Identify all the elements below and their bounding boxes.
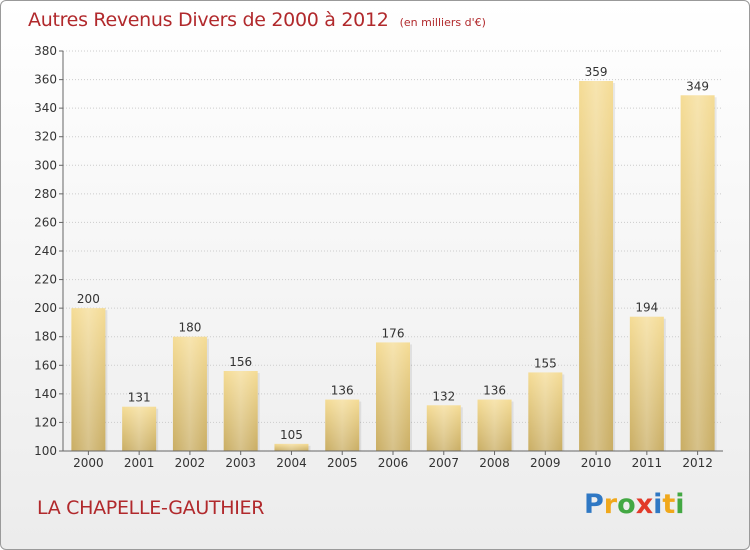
x-tick-label: 2011: [632, 456, 663, 470]
logo-letter: r: [603, 489, 618, 520]
y-tick-label: 220: [34, 273, 57, 287]
logo-letter: P: [584, 489, 604, 520]
x-tick-label: 2005: [327, 456, 358, 470]
x-tick-label: 2006: [378, 456, 409, 470]
bars: [71, 81, 717, 452]
bar-highlight: [477, 399, 512, 451]
y-tick-label: 360: [34, 73, 57, 87]
x-tick-label: 2000: [73, 456, 104, 470]
axes: [59, 50, 723, 455]
x-tick-label: 2004: [276, 456, 307, 470]
bar-highlight: [680, 95, 715, 452]
data-label: 156: [229, 355, 252, 369]
bar-highlight: [426, 405, 461, 451]
bar-highlight: [579, 81, 614, 451]
logo-letter: t: [662, 489, 676, 520]
chart-title-block: Autres Revenus Divers de 2000 à 2012 (en…: [28, 9, 486, 31]
bar-highlight: [71, 308, 106, 451]
proxiti-logo: Proxiti: [584, 489, 685, 520]
bar-highlight: [274, 443, 309, 451]
y-tick-label: 240: [34, 244, 57, 258]
chart-subtitle: (en milliers d'€): [399, 16, 486, 29]
bar-highlight: [122, 406, 157, 451]
x-tick-label: 2001: [124, 456, 155, 470]
data-label: 176: [382, 326, 405, 340]
y-tick-label: 100: [34, 444, 57, 458]
data-label: 136: [331, 384, 354, 398]
data-label: 155: [534, 356, 557, 370]
bar-highlight: [629, 316, 664, 451]
commune-name: LA CHAPELLE-GAUTHIER: [37, 497, 265, 519]
data-label: 136: [483, 384, 506, 398]
logo-letter: i: [653, 489, 663, 520]
x-tick-label: 2007: [428, 456, 459, 470]
y-tick-label: 180: [34, 330, 57, 344]
data-label: 132: [432, 389, 455, 403]
logo-letter: o: [617, 489, 636, 520]
logo-letter: x: [635, 489, 654, 520]
data-label: 200: [77, 292, 100, 306]
x-tick-label: 2012: [682, 456, 713, 470]
x-tick-label: 2008: [479, 456, 510, 470]
data-label: 194: [635, 301, 658, 315]
x-tick-label: 2010: [581, 456, 612, 470]
y-tick-label: 260: [34, 215, 57, 229]
bar-highlight: [172, 336, 207, 451]
y-tick-label: 300: [34, 158, 57, 172]
y-tick-label: 140: [34, 387, 57, 401]
data-label: 359: [585, 65, 608, 79]
data-label: 131: [128, 391, 151, 405]
y-tick-label: 340: [34, 101, 57, 115]
labels: 100 120 140 160 180 200 220 240 260 280 300 320 340 3…: [34, 44, 713, 470]
logo-letter: i: [675, 489, 685, 520]
chart-title: Autres Revenus Divers de 2000 à 2012: [28, 9, 389, 31]
bar-highlight: [376, 342, 410, 451]
bar-highlight: [528, 372, 563, 451]
data-label: 349: [686, 79, 709, 93]
y-tick-label: 160: [34, 358, 57, 372]
bar-highlight: [325, 399, 360, 451]
y-tick-label: 120: [34, 415, 57, 429]
data-label: 180: [178, 321, 201, 335]
x-tick-label: 2009: [530, 456, 561, 470]
bar-highlight: [223, 371, 258, 451]
x-tick-label: 2003: [225, 456, 256, 470]
data-label: 105: [280, 428, 303, 442]
x-tick-label: 2002: [175, 456, 206, 470]
y-tick-label: 320: [34, 130, 57, 144]
y-tick-label: 280: [34, 187, 57, 201]
y-tick-label: 380: [34, 44, 57, 58]
y-tick-label: 200: [34, 301, 57, 315]
